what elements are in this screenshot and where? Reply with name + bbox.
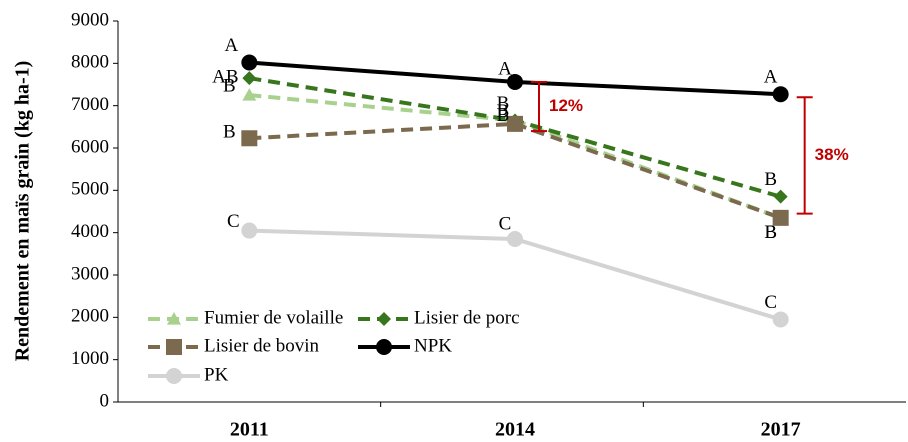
marker xyxy=(241,222,258,239)
y-tick-label: 5000 xyxy=(71,179,109,200)
point-letter: B xyxy=(223,75,236,96)
point-letter: B xyxy=(764,222,777,243)
series-line xyxy=(249,76,782,199)
point-letter: B xyxy=(497,101,510,122)
marker xyxy=(376,339,392,355)
marker xyxy=(166,368,182,384)
annotation: 12% xyxy=(549,96,583,115)
y-tick-label: 6000 xyxy=(71,136,109,157)
legend-label: Lisier de porc xyxy=(414,307,520,328)
marker xyxy=(773,189,788,204)
point-letter: B xyxy=(764,169,777,190)
y-axis-label: Rendement en maïs grain (kg ha-1) xyxy=(12,61,34,362)
legend-label: PK xyxy=(204,364,229,385)
y-tick-label: 1000 xyxy=(71,348,109,369)
x-tick-label: 2011 xyxy=(230,419,269,441)
point-letter: B xyxy=(497,93,510,114)
marker xyxy=(166,339,182,355)
marker xyxy=(242,88,257,101)
y-tick-label: 8000 xyxy=(71,52,109,73)
marker xyxy=(507,73,523,90)
annotation: 38% xyxy=(815,145,849,164)
point-letter: C xyxy=(227,211,240,232)
marker xyxy=(507,115,523,132)
point-letter: B xyxy=(223,122,236,143)
marker xyxy=(772,209,789,226)
marker xyxy=(507,231,523,248)
point-letter: C xyxy=(499,213,512,234)
x-tick-label: 2014 xyxy=(495,419,535,441)
legend-label: Fumier de volaille xyxy=(204,307,343,328)
y-tick-label: 0 xyxy=(100,390,110,411)
point-letter: A xyxy=(764,67,778,88)
series-line xyxy=(249,121,782,220)
marker xyxy=(772,311,789,328)
marker xyxy=(242,71,257,86)
y-tick-label: 3000 xyxy=(71,263,109,284)
marker xyxy=(167,312,181,325)
marker xyxy=(241,54,258,71)
x-tick-label: 2017 xyxy=(761,419,801,441)
y-tick-label: 7000 xyxy=(71,94,109,115)
point-letter: C xyxy=(764,292,777,313)
point-letter: AB xyxy=(212,67,238,88)
point-letter: A xyxy=(498,58,512,79)
point-letter: B xyxy=(497,105,510,126)
point-letter: B xyxy=(764,222,777,243)
marker xyxy=(377,312,391,326)
legend-label: Lisier de bovin xyxy=(204,335,320,356)
y-tick-label: 2000 xyxy=(71,306,109,327)
marker xyxy=(241,130,258,147)
point-letter: A xyxy=(224,35,238,56)
legend-label: NPK xyxy=(414,335,452,356)
y-tick-label: 9000 xyxy=(71,9,109,30)
marker xyxy=(772,86,789,103)
y-tick-label: 4000 xyxy=(71,221,109,242)
